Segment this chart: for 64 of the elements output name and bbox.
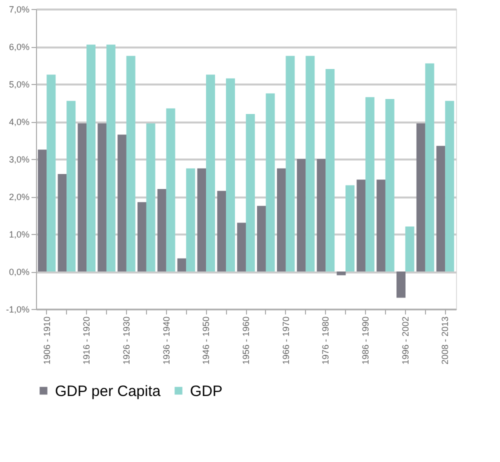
bar [166,108,176,272]
bar [126,56,136,272]
x-tick-label: 1936 - 1940 [161,316,172,365]
bar [78,123,87,272]
y-tick-label: 0,0% [8,267,30,277]
bar [266,93,275,272]
bar [137,202,146,272]
y-tick-label: -1,0% [6,304,30,314]
y-tick-label: 6,0% [8,42,30,52]
bar [416,123,426,272]
bar [356,180,366,272]
bar [237,222,246,272]
bar [86,44,96,272]
bar [217,190,226,272]
x-tick-label: 1906 - 1910 [42,316,52,365]
y-tick-label: 3,0% [8,154,30,164]
x-tick-label: 1956 - 1960 [241,316,251,365]
y-tick-label: 7,0% [8,4,30,14]
bar [46,74,56,272]
bar [276,168,286,272]
bar [206,74,216,272]
x-tick-label: 1986 - 1990 [360,316,371,365]
bar [246,114,255,272]
bar [118,134,127,272]
x-tick-label: 1946 - 1950 [201,316,212,365]
x-tick-label: 1966 - 1970 [280,316,291,365]
bar [326,69,335,272]
y-tick-label: 1,0% [8,230,30,240]
x-tick-label: 1916 - 1920 [82,316,92,365]
bar [376,180,386,272]
x-tick-label: 2008 - 2013 [440,316,450,365]
bar [346,185,355,272]
bar [306,56,315,272]
bar [177,258,186,272]
x-tick-label: 1996 - 2002 [400,316,410,365]
bar [396,272,406,298]
bar [146,123,156,272]
bar [385,99,394,272]
bar [186,168,196,272]
bar [157,189,166,272]
bar [98,123,107,272]
bar [226,78,235,272]
bar [197,168,206,272]
bar [436,146,446,272]
bar [106,44,116,272]
x-tick-label: 1976 - 1980 [320,316,331,365]
bar [257,206,266,272]
bar [38,150,47,272]
legend-label: GDP per Capita [55,382,162,400]
y-tick-label: 2,0% [8,192,30,202]
legend-label: GDP [190,382,223,400]
bar [336,272,346,276]
bar [66,100,76,272]
bar [365,97,374,272]
bar [58,174,67,272]
y-tick-label: 4,0% [8,117,30,127]
bar [425,63,434,272]
bar [445,100,454,272]
bar [296,159,306,272]
x-tick-label: 1926 - 1930 [121,316,132,365]
bar [405,226,414,272]
y-tick-label: 5,0% [8,80,30,90]
bar [316,159,326,272]
bar [286,56,295,272]
